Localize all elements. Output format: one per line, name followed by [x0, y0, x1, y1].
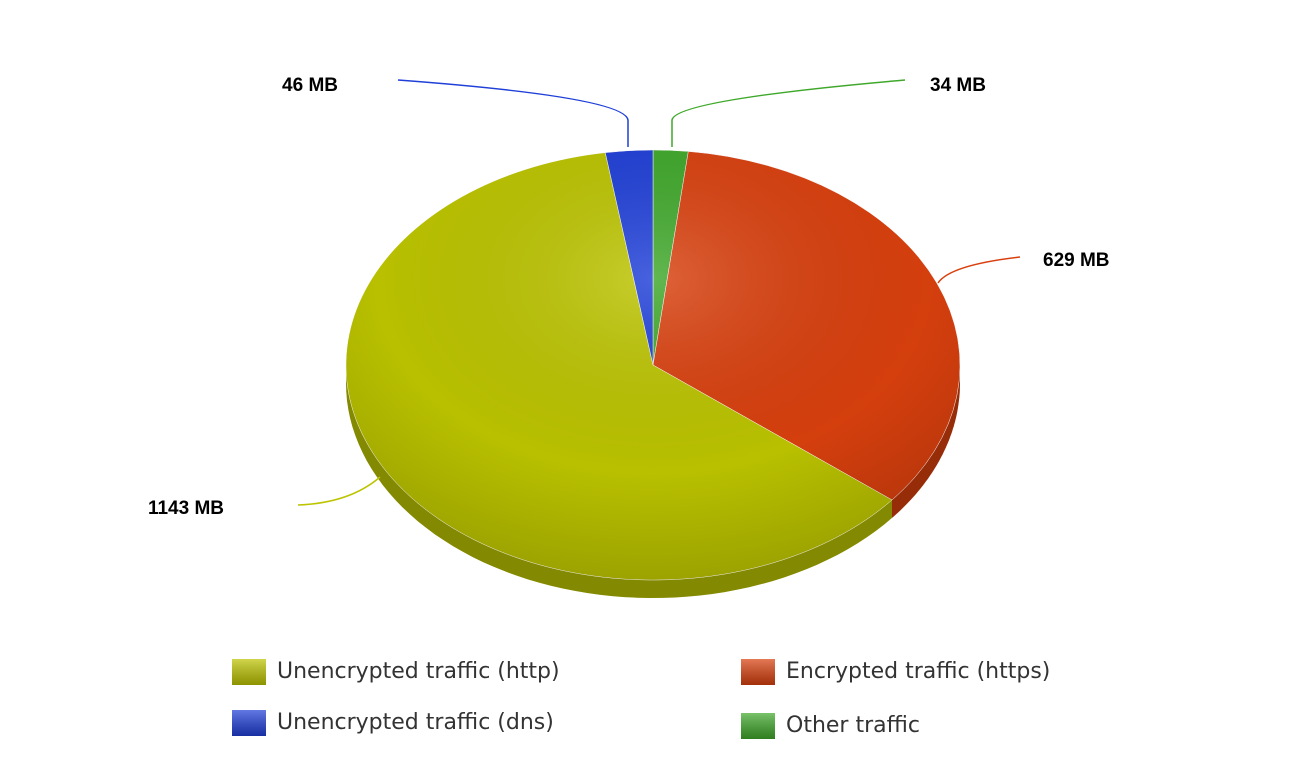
- legend-label: Unencrypted traffic (http): [277, 659, 560, 684]
- legend-label: Unencrypted traffic (dns): [277, 710, 554, 735]
- pie-tops: [345, 149, 961, 581]
- leader-line: [671, 79, 906, 147]
- legend-swatch-shade: [741, 713, 775, 739]
- labels: 34 MB 629 MB 1143 MB 46 MB: [148, 75, 1110, 519]
- legend-swatch-shade: [741, 659, 775, 685]
- legend-swatch-shade: [232, 710, 266, 736]
- legend-swatch-shade: [232, 659, 266, 685]
- leader-line: [297, 476, 381, 506]
- legend-label: Other traffic: [786, 713, 920, 738]
- legend: Other traffic Encrypted traffic (https) Un…: [232, 659, 1050, 739]
- leader-line: [397, 79, 629, 147]
- legend-label: Encrypted traffic (https): [786, 659, 1050, 684]
- data-label: 1143 MB: [148, 498, 224, 519]
- data-label: 629 MB: [1043, 250, 1110, 271]
- leader-line: [937, 256, 1021, 284]
- data-label: 34 MB: [930, 75, 986, 96]
- data-label: 46 MB: [282, 75, 338, 96]
